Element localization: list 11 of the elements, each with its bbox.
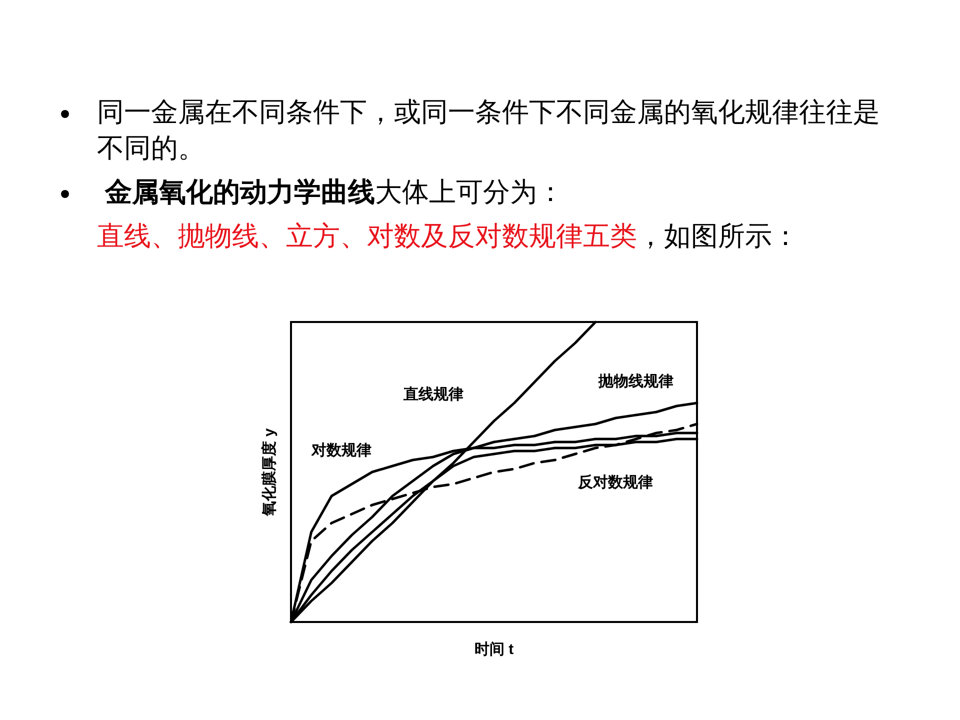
y-axis-title: 氧化膜厚度 y	[260, 428, 278, 517]
text: 直线规律	[402, 385, 464, 403]
series-label: 抛物线规律	[598, 372, 674, 390]
series-label: 反对数规律	[577, 473, 653, 491]
text: 大体上可分为：	[375, 177, 564, 208]
text: 直线、抛物线、立方、对数及反对数规律五类	[97, 221, 637, 252]
text: 金属氧化的动力学曲线	[105, 177, 375, 208]
text: ，如图所示：	[637, 221, 799, 252]
series-label: 对数规律	[310, 441, 372, 459]
x-axis-title: 时间 t	[474, 641, 514, 658]
text: 同一金属在不同条件下，或同一条件下不同金属的氧化规律往往是不同的。	[97, 97, 880, 164]
